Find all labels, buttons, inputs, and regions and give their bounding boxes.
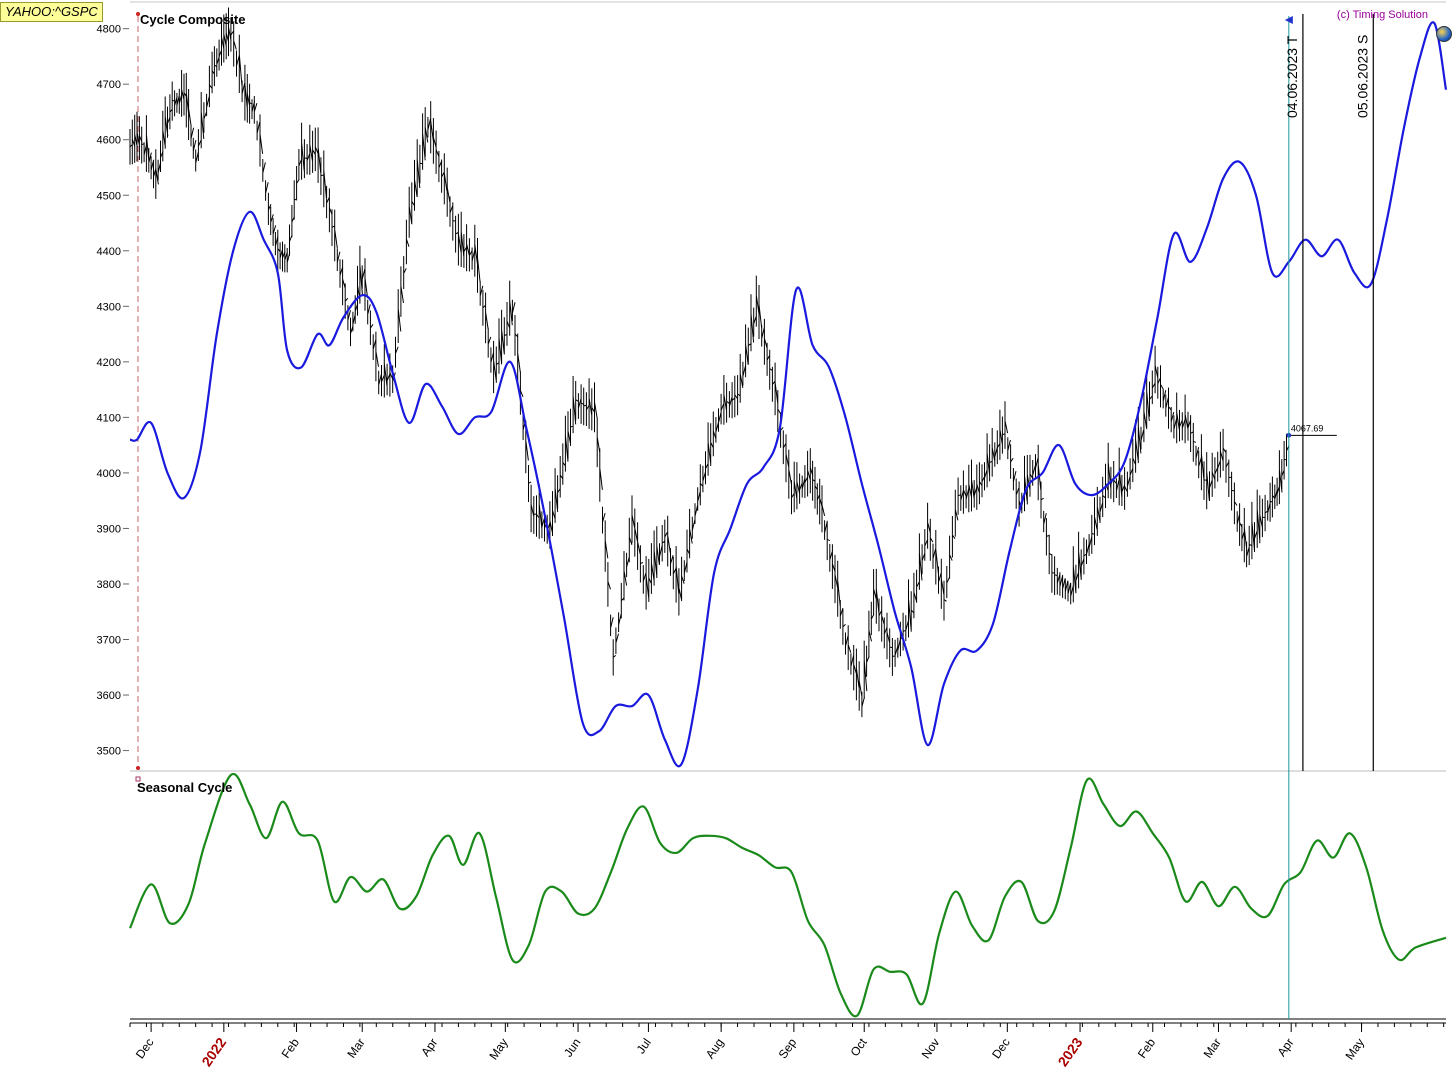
x-tick-label: Oct	[848, 1035, 871, 1059]
seasonal-start-marker	[135, 776, 141, 782]
y-tick-label: 3500	[97, 746, 121, 758]
date-markers: 04.06.2023 T 05.06.2023 S	[1284, 14, 1374, 1019]
y-tick-label: 4400	[97, 246, 121, 258]
y-tick-label: 3600	[97, 690, 121, 702]
y-tick-label: 4500	[97, 190, 121, 202]
globe-icon[interactable]	[1436, 26, 1452, 42]
y-tick-label: 3800	[97, 579, 121, 591]
x-tick-label: Feb	[1135, 1035, 1159, 1060]
x-tick-label: Dec	[989, 1036, 1013, 1062]
y-tick-label: 4000	[97, 468, 121, 480]
y-tick-label: 4600	[97, 135, 121, 147]
last-price-label: 4067.69	[1291, 423, 1324, 433]
cycle-composite-line	[129, 21, 1448, 768]
seasonal-cycle-line	[128, 772, 1447, 1018]
y-tick-label: 4700	[97, 79, 121, 91]
copyright-label: (c) Timing Solution	[1336, 9, 1428, 21]
x-tick-label: Sep	[776, 1035, 800, 1061]
axes-layer: 3500 3600 3700 3800 3900 4000 4100 4200 4300 4400…	[97, 1, 1446, 1024]
x-tick-label: Dec	[133, 1036, 157, 1062]
x-tick-label: Nov	[919, 1036, 943, 1062]
x-tick-label: Jul	[634, 1036, 654, 1057]
y-tick-label: 4100	[97, 412, 121, 424]
start-point-bottom	[136, 766, 140, 770]
y-tick-label: 4300	[97, 301, 121, 313]
y-tick-label: 3700	[97, 635, 121, 647]
x-tick-label: 2022	[198, 1034, 229, 1069]
x-tick-label: Mar	[1201, 1036, 1224, 1061]
y-tick-label: 4200	[97, 357, 121, 369]
y-tick-label: 3900	[97, 523, 121, 535]
x-tick-label: May	[1343, 1036, 1367, 1063]
panel-title-seasonal-cycle: Seasonal Cycle	[137, 780, 233, 795]
cycle-composite-series	[129, 21, 1448, 768]
x-axis: Dec 2022 Feb Mar Apr May Jun Jul Aug Sep Oct Nov Dec…	[129, 1023, 1445, 1069]
marker-label: 05.06.2023 S	[1354, 35, 1370, 118]
x-tick-label: Jun	[561, 1036, 584, 1060]
x-tick-label: Aug	[703, 1036, 727, 1062]
x-tick-label: May	[486, 1036, 510, 1063]
x-tick-label: Apr	[1274, 1036, 1296, 1059]
x-tick-label: Apr	[418, 1036, 440, 1059]
start-point-top	[136, 12, 140, 16]
marker-label: 04.06.2023 T	[1284, 35, 1300, 118]
current-date-arrow-icon	[1284, 16, 1293, 24]
price-series: 4067.69	[129, 7, 1337, 718]
x-tick-label: 2023	[1055, 1034, 1086, 1069]
y-tick-label: 4800	[97, 24, 121, 36]
ticker-label[interactable]: YAHOO:^GSPC	[0, 2, 103, 22]
panel-title-cycle-composite: Cycle Composite	[140, 12, 246, 27]
seasonal-cycle-series	[128, 772, 1447, 1018]
price-bars	[129, 7, 1290, 718]
x-tick-label: Mar	[344, 1036, 367, 1061]
x-tick-label: Feb	[279, 1035, 303, 1060]
